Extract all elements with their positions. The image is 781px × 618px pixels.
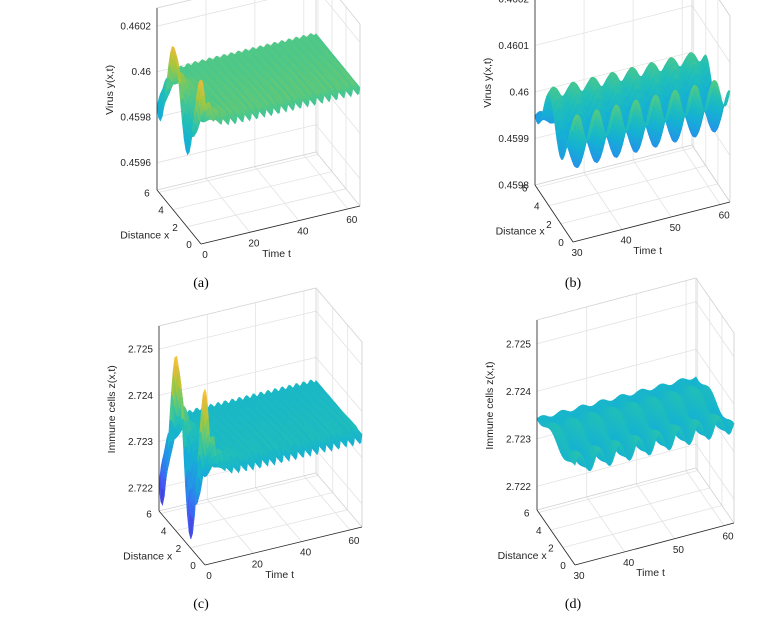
x-tick-label: 0: [558, 238, 564, 249]
x-tick-label: 0: [190, 561, 196, 572]
x-tick-label: 6: [144, 188, 150, 199]
x-tick-label: 6: [146, 509, 152, 520]
z-tick-label: 2.722: [506, 482, 531, 493]
x-tick-label: 2: [548, 543, 554, 554]
z-tick-label: 0.4601: [498, 41, 529, 52]
y-axis-label: Time t: [262, 248, 291, 260]
y-tick-label: 30: [571, 248, 583, 259]
y-axis-label: Time t: [265, 569, 294, 581]
y-tick-label: 40: [623, 558, 635, 569]
z-tick-label: 2.725: [128, 345, 153, 356]
panel-a: 024602040600.45960.45980.460.4602Distanc…: [104, 0, 361, 291]
surface-plot: [156, 33, 361, 156]
x-tick-label: 4: [158, 206, 164, 217]
z-tick-label: 0.4602: [120, 22, 151, 33]
x-tick-label: 2: [546, 220, 552, 231]
panel-c: 024602040602.7222.7232.7242.725Distance …: [106, 287, 363, 612]
z-tick-label: 0.4598: [498, 181, 529, 192]
y-tick-label: 20: [252, 559, 264, 570]
panel-caption: (c): [193, 597, 209, 612]
x-tick-label: 2: [176, 544, 182, 555]
z-axis-label: Immune cells z(x,t): [106, 365, 118, 453]
y-tick-label: 20: [248, 238, 260, 249]
y-tick-label: 60: [723, 532, 735, 543]
y-tick-label: 0: [202, 250, 208, 261]
y-tick-label: 30: [573, 571, 585, 582]
z-axis-label: Virus y(x,t): [104, 65, 116, 115]
z-tick-label: 0.46: [510, 88, 530, 99]
x-tick-label: 2: [172, 223, 178, 234]
z-tick-label: 0.46: [132, 67, 152, 78]
x-axis-label: Distance x: [496, 226, 546, 238]
x-tick-label: 4: [161, 527, 167, 538]
z-tick-label: 2.723: [506, 434, 531, 445]
x-axis-label: Distance x: [123, 550, 173, 562]
x-axis-label: Distance x: [498, 550, 548, 562]
z-tick-label: 2.725: [506, 339, 531, 350]
panel-caption: (b): [565, 276, 582, 291]
y-tick-label: 50: [673, 545, 685, 556]
z-tick-label: 0.4598: [120, 113, 151, 124]
x-tick-label: 4: [534, 202, 540, 213]
x-tick-label: 6: [522, 184, 528, 195]
y-axis-label: Time t: [633, 245, 662, 257]
panel-caption: (a): [193, 276, 209, 291]
y-tick-label: 0: [206, 571, 212, 582]
z-tick-label: 0.4596: [120, 158, 151, 169]
x-tick-label: 0: [186, 240, 192, 251]
surface-plot: [158, 355, 363, 540]
x-tick-label: 6: [524, 508, 530, 519]
y-tick-label: 50: [670, 223, 682, 234]
x-axis-label: Distance x: [120, 229, 170, 241]
z-tick-label: 0.4599: [498, 134, 529, 145]
y-tick-label: 40: [300, 548, 312, 559]
z-tick-label: 2.724: [128, 391, 153, 402]
y-tick-label: 60: [346, 215, 358, 226]
y-tick-label: 40: [297, 227, 309, 238]
z-axis-label: Virus y(x,t): [482, 58, 494, 108]
z-tick-label: 2.723: [128, 437, 153, 448]
z-axis-label: Immune cells z(x,t): [484, 361, 496, 449]
surface-plot: [536, 376, 735, 472]
surface-plot: [534, 52, 731, 169]
y-tick-label: 60: [719, 211, 731, 222]
x-tick-label: 4: [536, 526, 542, 537]
z-tick-label: 2.724: [506, 387, 531, 398]
y-tick-label: 40: [621, 236, 633, 247]
z-tick-label: 0.4602: [498, 0, 529, 6]
y-axis-label: Time t: [636, 567, 665, 579]
z-tick-label: 2.722: [128, 483, 153, 494]
y-tick-label: 60: [348, 536, 360, 547]
panel-caption: (d): [565, 597, 582, 612]
x-tick-label: 0: [560, 561, 566, 572]
